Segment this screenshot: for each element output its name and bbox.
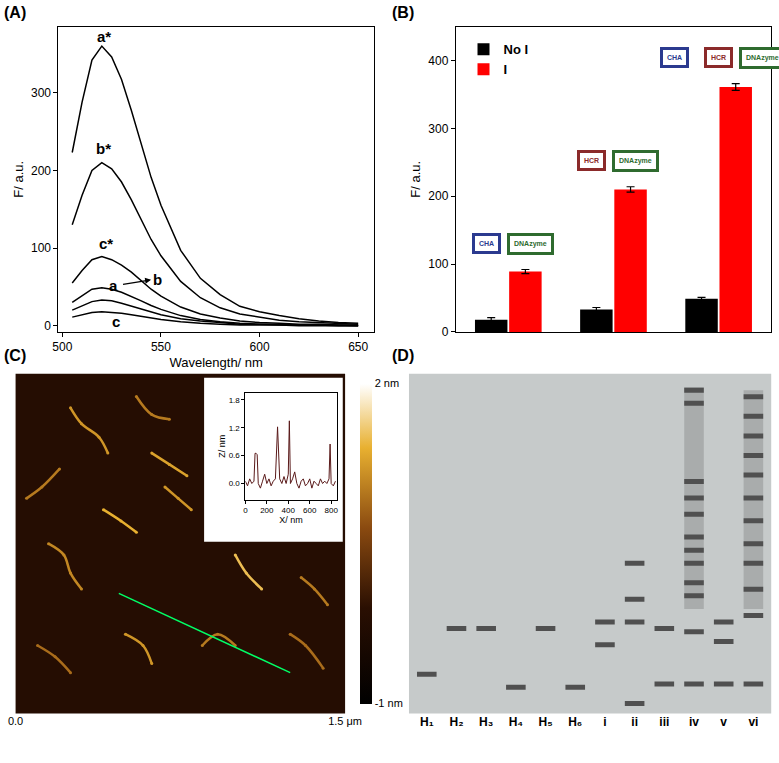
svg-text:400: 400 (428, 54, 448, 68)
svg-text:DNAzyme: DNAzyme (746, 54, 779, 62)
svg-text:0.6: 0.6 (229, 451, 241, 460)
svg-text:i: i (603, 715, 606, 729)
svg-text:300: 300 (31, 86, 51, 100)
svg-text:-1 nm: -1 nm (375, 697, 403, 709)
svg-text:(D): (D) (392, 347, 414, 364)
svg-text:0.0: 0.0 (229, 479, 241, 488)
svg-text:Z/ nm: Z/ nm (217, 435, 227, 458)
svg-text:200: 200 (428, 189, 448, 203)
svg-text:X/ nm: X/ nm (279, 515, 303, 525)
svg-text:H₃: H₃ (479, 715, 493, 729)
svg-text:No I: No I (504, 42, 529, 57)
svg-text:(C): (C) (4, 347, 26, 364)
svg-text:HCR: HCR (584, 157, 599, 164)
svg-text:CHA: CHA (667, 54, 682, 61)
svg-text:600: 600 (250, 340, 270, 354)
svg-text:2 nm: 2 nm (375, 377, 399, 389)
svg-text:H₅: H₅ (538, 715, 552, 729)
svg-text:I: I (504, 62, 508, 77)
svg-text:100: 100 (428, 257, 448, 271)
svg-text:F/ a.u.: F/ a.u. (11, 161, 26, 198)
svg-text:H₆: H₆ (568, 715, 582, 729)
svg-text:a*: a* (97, 28, 111, 45)
svg-text:ii: ii (631, 715, 638, 729)
svg-text:0: 0 (442, 325, 449, 339)
svg-text:b: b (153, 271, 162, 288)
svg-text:vi: vi (748, 715, 758, 729)
svg-text:CHA: CHA (479, 240, 494, 247)
svg-text:DNAzyme: DNAzyme (619, 157, 652, 165)
svg-text:500: 500 (52, 340, 72, 354)
svg-text:F/ a.u.: F/ a.u. (408, 161, 423, 198)
svg-text:c*: c* (99, 235, 113, 252)
svg-text:0: 0 (44, 319, 51, 333)
svg-text:650: 650 (348, 340, 368, 354)
svg-text:H₁: H₁ (420, 715, 434, 729)
svg-text:550: 550 (151, 340, 171, 354)
svg-text:v: v (720, 715, 727, 729)
svg-text:iii: iii (659, 715, 669, 729)
svg-text:0: 0 (243, 506, 248, 515)
svg-text:1.8: 1.8 (229, 396, 241, 405)
svg-text:b*: b* (96, 140, 111, 157)
svg-text:600: 600 (303, 506, 317, 515)
svg-text:Wavelength/ nm: Wavelength/ nm (169, 355, 262, 370)
svg-text:1.5 μm: 1.5 μm (328, 715, 362, 727)
svg-text:DNAzyme: DNAzyme (514, 240, 547, 248)
svg-text:0.0: 0.0 (8, 715, 23, 727)
svg-text:iv: iv (689, 715, 699, 729)
svg-text:200: 200 (260, 506, 274, 515)
svg-text:400: 400 (282, 506, 296, 515)
svg-text:c: c (112, 313, 120, 330)
svg-text:800: 800 (324, 506, 338, 515)
svg-text:200: 200 (31, 164, 51, 178)
svg-text:(B): (B) (392, 4, 414, 21)
svg-text:100: 100 (31, 241, 51, 255)
svg-text:300: 300 (428, 122, 448, 136)
svg-text:HCR: HCR (711, 54, 726, 61)
svg-text:1.2: 1.2 (229, 424, 241, 433)
svg-text:a: a (109, 277, 118, 294)
svg-text:H₂: H₂ (449, 715, 463, 729)
svg-text:(A): (A) (4, 4, 26, 21)
svg-text:H₄: H₄ (509, 715, 524, 729)
